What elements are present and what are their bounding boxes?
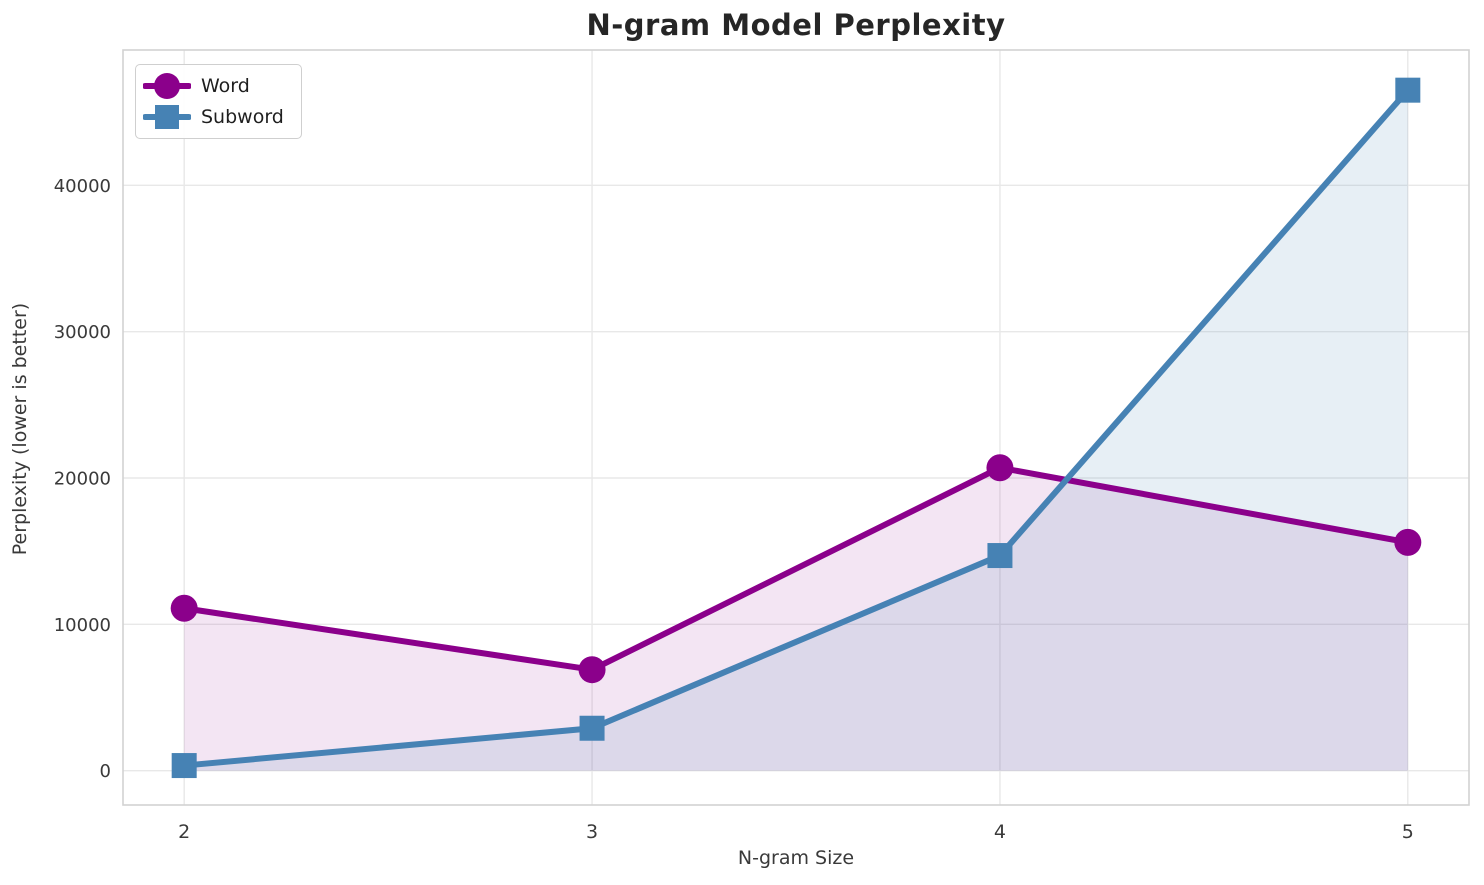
word-marker	[170, 594, 198, 622]
y-tick-label: 0	[100, 761, 111, 782]
word-area-fill	[184, 467, 1408, 771]
legend: Word Subword	[135, 64, 302, 139]
subword-square-marker-icon	[143, 105, 191, 129]
x-axis-label: N-gram Size	[737, 847, 855, 869]
x-tick-label: 4	[994, 821, 1006, 843]
y-tick-label: 40000	[54, 176, 111, 197]
y-tick-label: 30000	[54, 322, 111, 343]
plot-border	[122, 49, 1470, 806]
word-marker	[1394, 528, 1422, 556]
x-tick-label: 2	[178, 821, 190, 843]
y-axis-label: Perplexity (lower is better)	[9, 302, 31, 556]
subword-marker	[171, 753, 197, 779]
legend-item-subword: Subword	[143, 103, 289, 131]
subword-area-fill	[184, 90, 1408, 771]
word-marker	[986, 454, 1014, 482]
x-tick-label: 5	[1402, 821, 1414, 843]
legend-label-word: Word	[201, 75, 250, 97]
legend-item-word: Word	[143, 72, 289, 100]
word-line	[181, 464, 1411, 673]
subword-marker	[579, 715, 605, 741]
legend-label-subword: Subword	[201, 106, 284, 128]
subword-marker	[1395, 77, 1421, 103]
word-marker	[578, 656, 606, 684]
y-tick-label: 10000	[54, 615, 111, 636]
chart-title: N-gram Model Perplexity	[586, 8, 1006, 42]
subword-line	[181, 87, 1411, 769]
subword-marker	[987, 543, 1013, 569]
y-tick-label: 20000	[54, 468, 111, 489]
x-tick-label: 3	[586, 821, 598, 843]
word-circle-marker-icon	[143, 73, 191, 99]
